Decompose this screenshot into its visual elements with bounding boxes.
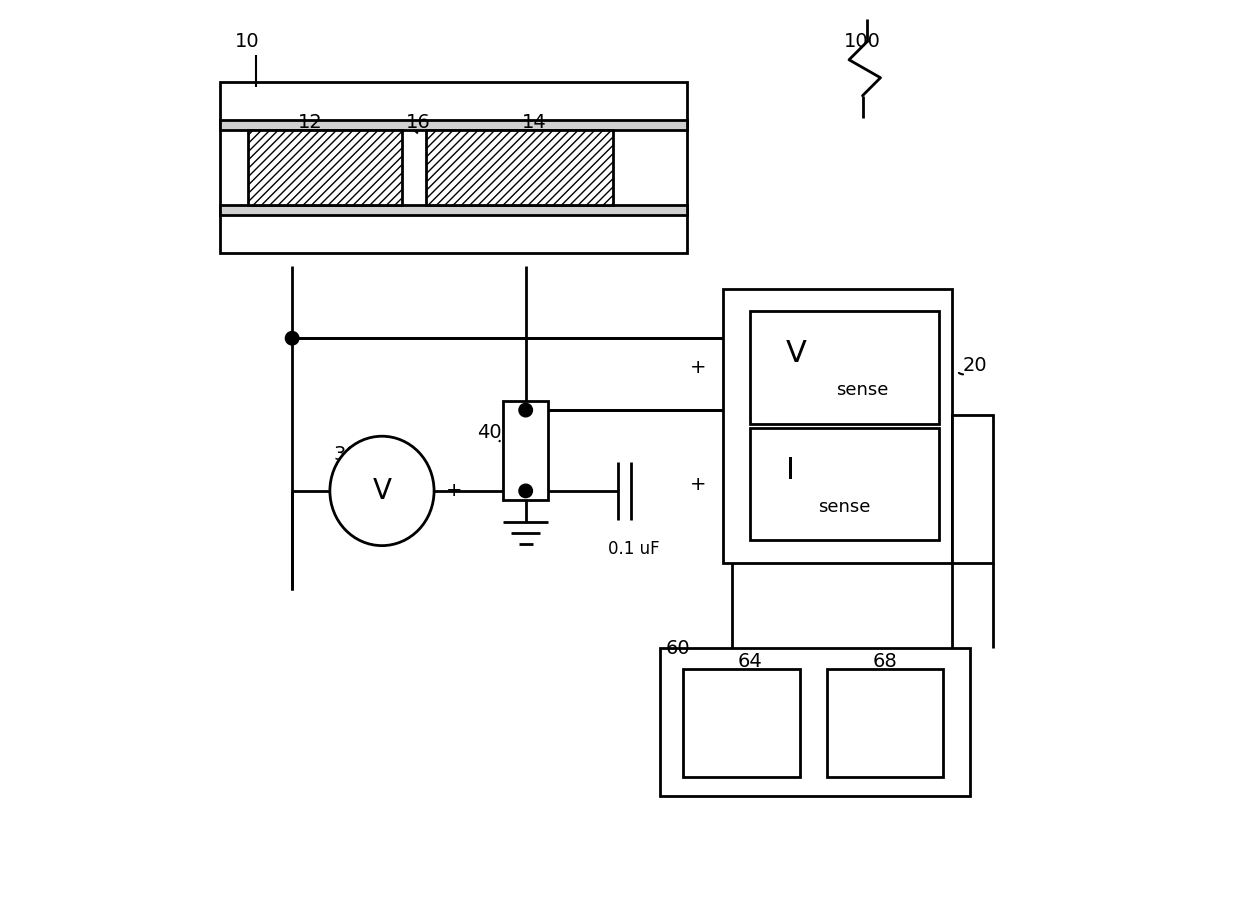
Bar (750, 311, 939, 423)
Text: V: V (786, 340, 807, 369)
Text: sense: sense (817, 497, 870, 515)
Bar (661, 648, 971, 796)
Bar (750, 428, 939, 541)
Text: I: I (786, 456, 795, 486)
Bar (723, 289, 952, 563)
Bar (683, 669, 800, 777)
Bar (221, 120, 687, 130)
Text: 100: 100 (844, 32, 880, 51)
Bar (221, 205, 687, 215)
Text: 16: 16 (405, 114, 430, 132)
Text: 20: 20 (962, 356, 987, 375)
Bar (503, 401, 548, 500)
Text: V: V (372, 477, 392, 505)
Text: 64: 64 (738, 652, 763, 671)
Text: +: + (445, 481, 463, 500)
Text: +: + (689, 475, 707, 494)
Bar (221, 82, 687, 253)
Circle shape (520, 484, 532, 497)
Circle shape (285, 332, 299, 345)
Text: +: + (689, 358, 707, 377)
Text: 14: 14 (522, 114, 547, 132)
Bar (425, 130, 613, 205)
Text: 12: 12 (298, 114, 322, 132)
Text: 40: 40 (477, 423, 502, 442)
Text: 10: 10 (234, 32, 259, 51)
Text: 60: 60 (666, 639, 691, 658)
Text: 68: 68 (873, 652, 898, 671)
Text: 0.1 uF: 0.1 uF (608, 541, 660, 559)
Bar (827, 669, 944, 777)
Text: sense: sense (836, 381, 888, 399)
Bar (952, 414, 993, 563)
Circle shape (520, 404, 532, 417)
Bar (248, 130, 403, 205)
Text: 30: 30 (334, 445, 358, 465)
Ellipse shape (330, 436, 434, 546)
